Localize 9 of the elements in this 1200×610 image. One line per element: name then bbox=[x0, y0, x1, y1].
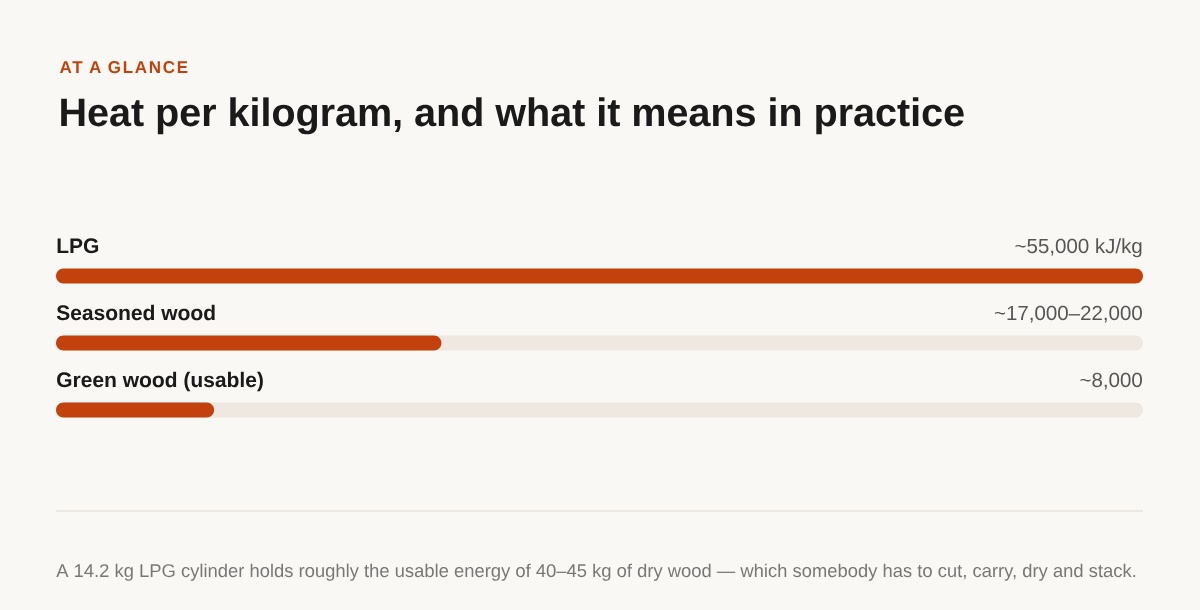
data-label: ~55,000 kJ/kg bbox=[1015, 238, 1142, 258]
chart-title: Heat per kilogram, and what it means in practice bbox=[61, 97, 964, 135]
data-label: ~17,000–22,000 bbox=[994, 305, 1142, 323]
data-label: ~8,000 bbox=[1080, 372, 1142, 390]
text: A 14.2 kg LPG cylinder holds roughly the usable energy of 40–45 kg of dry wood — which somebody has to cut, carry, dry and stack. bbox=[56, 563, 1136, 581]
y-tick-label: LPG bbox=[57, 238, 99, 254]
y-tick-label: Green wood (usable) bbox=[57, 371, 263, 392]
chart-subtitle: AT A GLANCE bbox=[59, 61, 188, 74]
y-tick-label: Seasoned wood bbox=[56, 304, 215, 321]
